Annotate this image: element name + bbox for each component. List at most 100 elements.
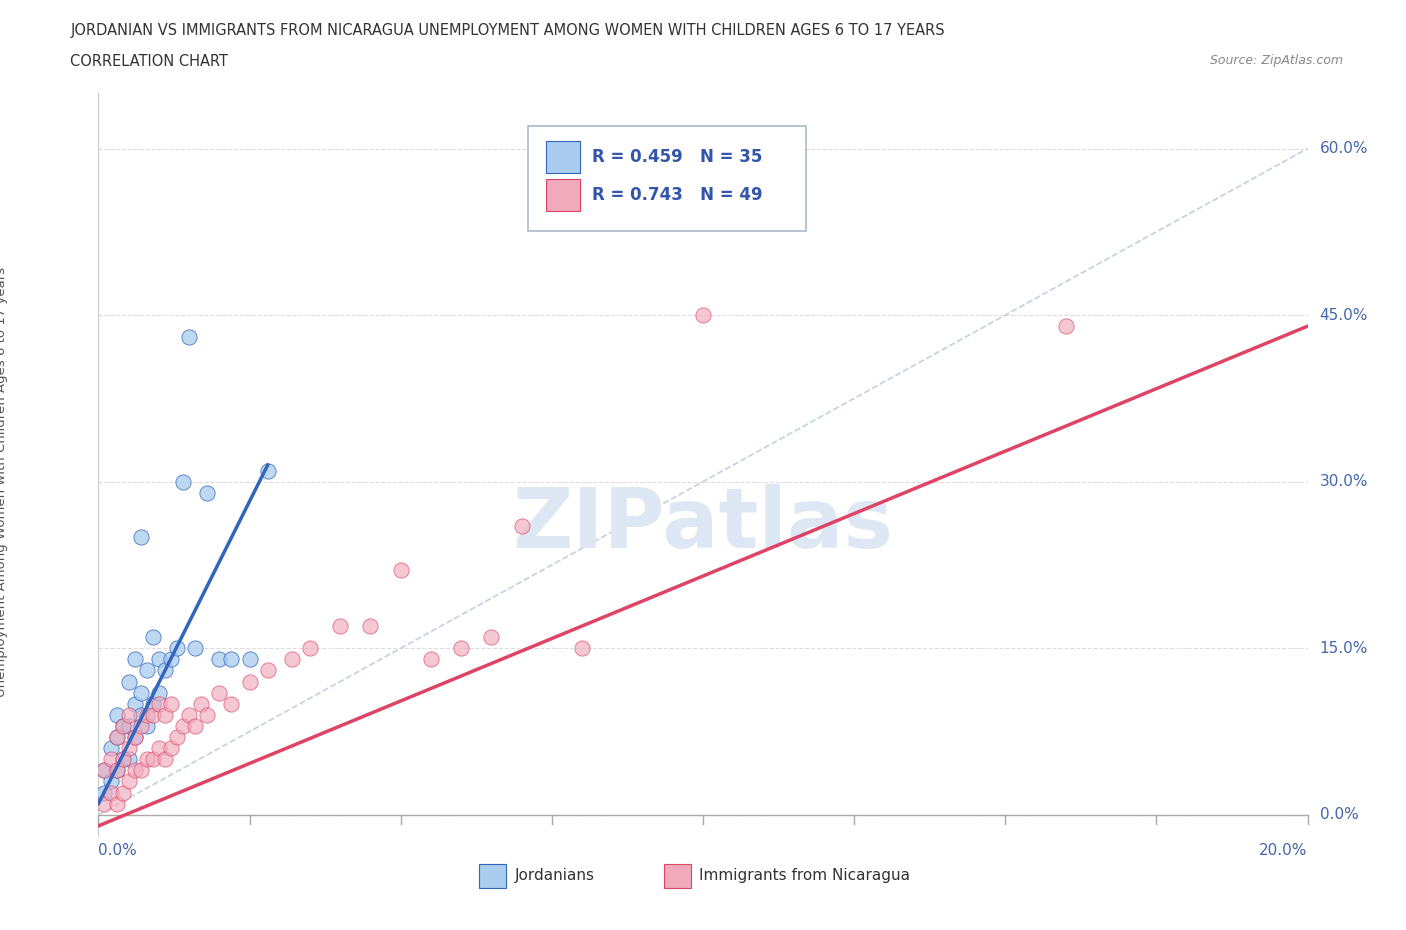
Point	[281, 652, 304, 667]
Point	[239, 652, 262, 667]
Point	[129, 530, 152, 545]
Text: R = 0.743   N = 49: R = 0.743 N = 49	[592, 186, 762, 204]
Text: Unemployment Among Women with Children Ages 6 to 17 years: Unemployment Among Women with Children A…	[0, 267, 8, 697]
Point	[135, 663, 157, 678]
Text: 30.0%: 30.0%	[1320, 474, 1368, 489]
Point	[105, 708, 128, 723]
Point	[389, 563, 412, 578]
Point	[153, 751, 176, 766]
Point	[105, 763, 128, 777]
Point	[93, 763, 115, 777]
Point	[148, 697, 170, 711]
Point	[148, 652, 170, 667]
Point	[93, 763, 115, 777]
Text: Source: ZipAtlas.com: Source: ZipAtlas.com	[1209, 54, 1343, 67]
Point	[142, 697, 165, 711]
Point	[450, 641, 472, 656]
Point	[129, 719, 152, 734]
Point	[105, 730, 128, 745]
Text: Jordanians: Jordanians	[515, 869, 595, 883]
Point	[148, 685, 170, 700]
Point	[111, 785, 134, 800]
Point	[129, 763, 152, 777]
Point	[1054, 319, 1077, 334]
Point	[692, 308, 714, 323]
Point	[172, 719, 194, 734]
Point	[208, 685, 231, 700]
Bar	[546, 179, 579, 210]
Text: ZIPatlas: ZIPatlas	[513, 484, 893, 565]
Point	[172, 474, 194, 489]
Point	[166, 641, 188, 656]
Point	[148, 740, 170, 755]
Point	[129, 708, 152, 723]
Point	[239, 674, 262, 689]
Point	[135, 751, 157, 766]
Point	[256, 663, 278, 678]
FancyBboxPatch shape	[527, 126, 806, 231]
Point	[153, 663, 176, 678]
Point	[142, 751, 165, 766]
Point	[160, 652, 183, 667]
Point	[93, 796, 115, 811]
Point	[195, 485, 218, 500]
Point	[105, 796, 128, 811]
Point	[184, 719, 207, 734]
Point	[481, 630, 503, 644]
Text: 0.0%: 0.0%	[1320, 807, 1358, 822]
Point	[142, 708, 165, 723]
Point	[118, 719, 141, 734]
Point	[124, 763, 146, 777]
Point	[329, 618, 352, 633]
Text: 0.0%: 0.0%	[98, 843, 138, 857]
Point	[299, 641, 322, 656]
Point	[111, 719, 134, 734]
Point	[420, 652, 443, 667]
Point	[100, 785, 122, 800]
Point	[118, 740, 141, 755]
Point	[360, 618, 382, 633]
Point	[510, 519, 533, 534]
Point	[571, 641, 593, 656]
Text: Immigrants from Nicaragua: Immigrants from Nicaragua	[699, 869, 910, 883]
Point	[179, 708, 201, 723]
Point	[135, 719, 157, 734]
Point	[100, 774, 122, 789]
Text: JORDANIAN VS IMMIGRANTS FROM NICARAGUA UNEMPLOYMENT AMONG WOMEN WITH CHILDREN AG: JORDANIAN VS IMMIGRANTS FROM NICARAGUA U…	[70, 23, 945, 38]
Point	[105, 763, 128, 777]
Point	[111, 751, 134, 766]
Point	[135, 708, 157, 723]
Point	[166, 730, 188, 745]
Point	[124, 652, 146, 667]
Point	[129, 685, 152, 700]
Point	[160, 740, 183, 755]
Point	[142, 630, 165, 644]
Point	[105, 730, 128, 745]
Point	[221, 652, 243, 667]
Point	[221, 697, 243, 711]
Point	[124, 730, 146, 745]
Point	[118, 674, 141, 689]
Text: R = 0.459   N = 35: R = 0.459 N = 35	[592, 148, 762, 166]
Point	[100, 751, 122, 766]
Point	[195, 708, 218, 723]
Point	[93, 785, 115, 800]
Point	[256, 463, 278, 478]
Point	[118, 774, 141, 789]
Text: 60.0%: 60.0%	[1320, 141, 1368, 156]
Point	[111, 751, 134, 766]
Point	[184, 641, 207, 656]
Point	[124, 730, 146, 745]
Point	[124, 697, 146, 711]
Text: 15.0%: 15.0%	[1320, 641, 1368, 656]
Point	[118, 751, 141, 766]
Point	[160, 697, 183, 711]
Text: 20.0%: 20.0%	[1260, 843, 1308, 857]
Point	[111, 719, 134, 734]
Point	[179, 330, 201, 345]
Point	[100, 740, 122, 755]
Point	[208, 652, 231, 667]
Point	[153, 708, 176, 723]
Text: CORRELATION CHART: CORRELATION CHART	[70, 54, 228, 69]
Point	[118, 708, 141, 723]
